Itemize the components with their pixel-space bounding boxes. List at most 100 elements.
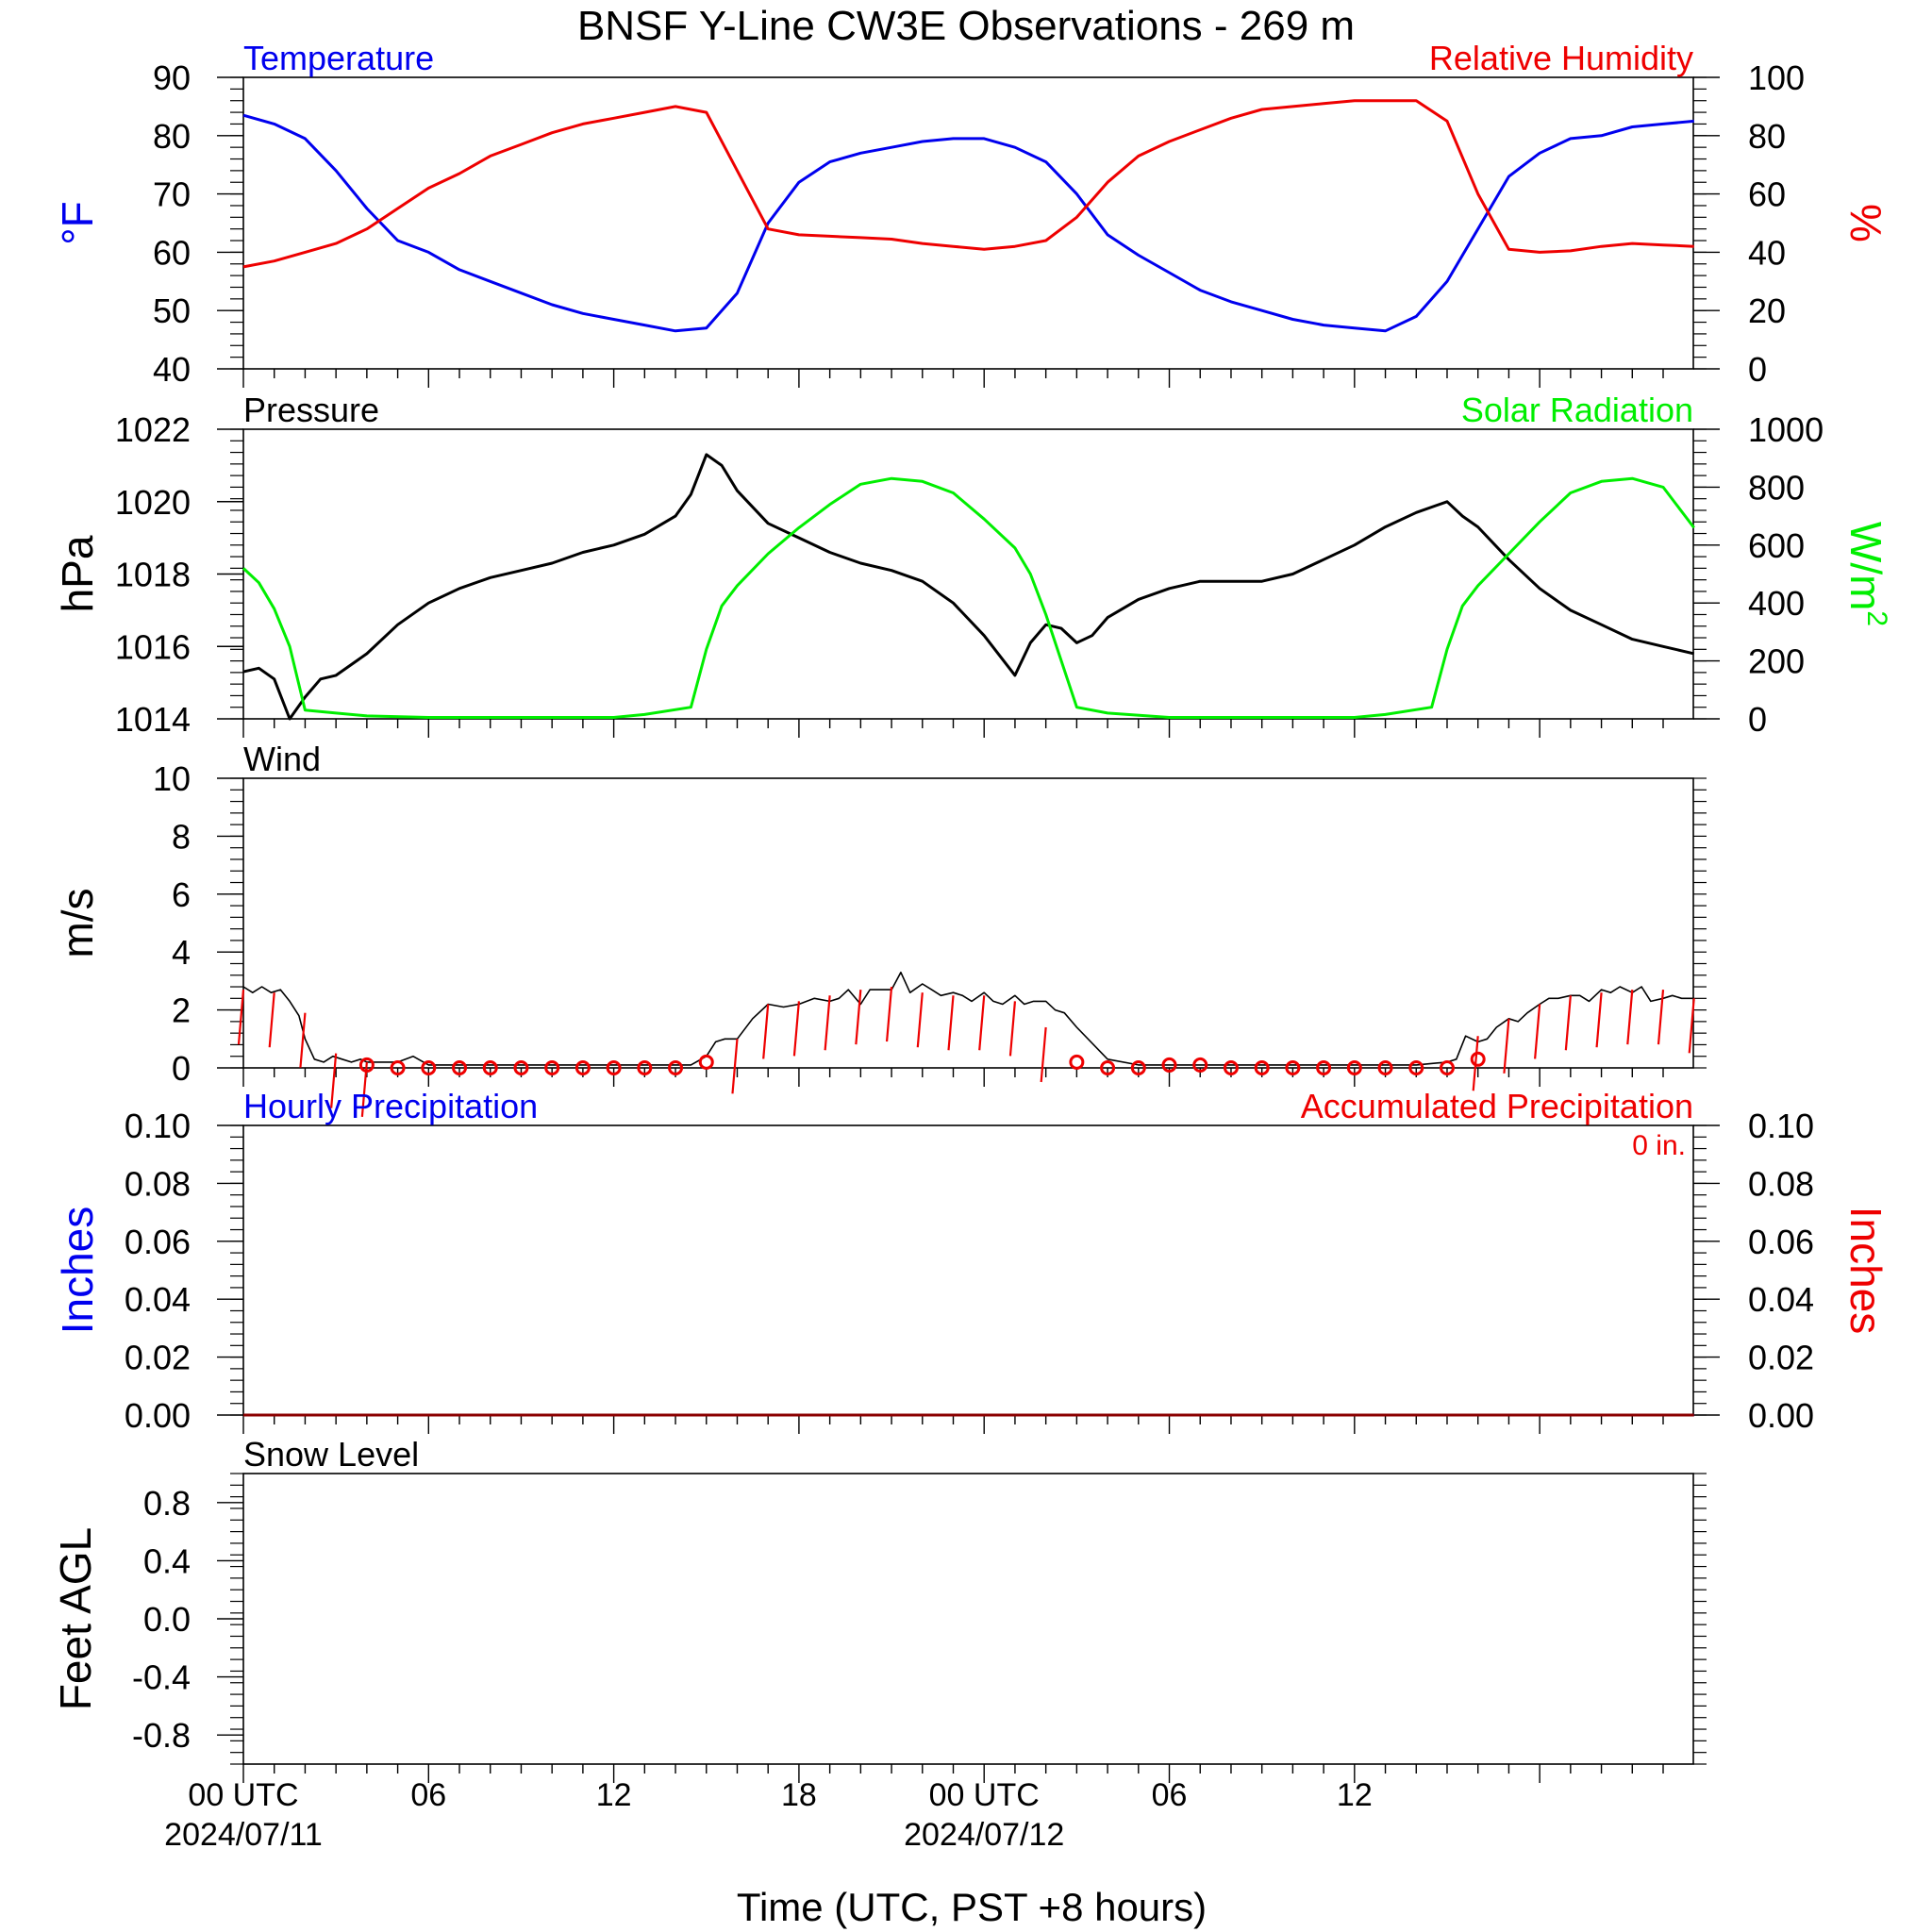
x-tick-label: 00 UTC xyxy=(929,1777,1040,1813)
x-tick-label: 06 xyxy=(1152,1777,1188,1813)
wind-calm-marker xyxy=(637,1060,653,1075)
y-left-tick-label: 0.04 xyxy=(125,1280,191,1319)
wind-calm-marker xyxy=(421,1060,437,1075)
wind-barb xyxy=(1688,998,1695,1054)
y-left-tick-label: 0.06 xyxy=(125,1223,191,1261)
y-right-tick-label: 0.00 xyxy=(1748,1396,1814,1435)
wind-barb xyxy=(237,990,245,1045)
y-right-tick-label: 0 xyxy=(1748,700,1767,739)
wind-calm-marker xyxy=(1254,1060,1270,1075)
y-right-tick-label: 1000 xyxy=(1748,410,1824,449)
y-left-tick-label: 4 xyxy=(172,933,191,972)
series-line-solar-radiation xyxy=(242,476,1695,719)
series-line-pressure xyxy=(242,453,1695,721)
y-left-tick-label: 90 xyxy=(153,58,191,97)
legend-relative-humidity: Relative Humidity xyxy=(1429,39,1693,77)
accumulated-precipitation-total: 0 in. xyxy=(1632,1130,1686,1161)
y-left-axis-label: Feet AGL xyxy=(51,1527,100,1710)
y-left-tick-label: 1022 xyxy=(115,410,191,449)
wind-barb xyxy=(1008,1001,1017,1057)
y-right-tick-label: 0.04 xyxy=(1748,1280,1814,1319)
y-left-tick-label: 2 xyxy=(172,991,191,1030)
y-right-tick-label: 80 xyxy=(1748,117,1786,156)
plot-frame xyxy=(242,1473,1694,1765)
wind-calm-marker xyxy=(1192,1057,1208,1073)
wind-barb xyxy=(1503,1018,1510,1074)
wind-barb xyxy=(360,1061,368,1117)
y-left-tick-label: 10 xyxy=(153,759,191,798)
wind-calm-marker xyxy=(668,1060,684,1075)
wind-calm-marker xyxy=(1100,1060,1116,1075)
wind-calm-marker xyxy=(1161,1057,1177,1073)
y-left-tick-label: 0.8 xyxy=(143,1484,191,1523)
wind-barb xyxy=(1534,1004,1541,1059)
y-right-tick-label: 0.06 xyxy=(1748,1223,1814,1261)
y-left-tick-label: 0.4 xyxy=(143,1541,191,1580)
wind-calm-marker xyxy=(1470,1051,1486,1067)
x-tick-label: 06 xyxy=(410,1777,446,1813)
y-left-axis-label: hPa xyxy=(53,535,102,612)
y-right-tick-label: 600 xyxy=(1748,526,1805,565)
wind-barb xyxy=(299,1012,307,1068)
y-left-axis-label: m/s xyxy=(53,888,102,958)
legend-snow-level: Snow Level xyxy=(243,1435,419,1474)
wind-calm-marker xyxy=(1408,1060,1424,1075)
y-left-tick-label: 0.10 xyxy=(125,1107,191,1145)
wind-calm-marker xyxy=(513,1060,529,1075)
wind-barb xyxy=(824,995,831,1051)
wind-calm-marker xyxy=(1439,1060,1455,1075)
legend-temperature: Temperature xyxy=(243,39,434,77)
y-left-tick-label: 1014 xyxy=(115,700,191,739)
y-left-axis-label: Inches xyxy=(53,1207,102,1335)
panel-precipitation: 0.00 0.02 0.04 0.06 0.08 0.10 Inches 0.00 0.02 0.… xyxy=(53,1087,1890,1435)
y-right-tick-label: 200 xyxy=(1748,642,1805,681)
y-right-tick-label: 0.08 xyxy=(1748,1164,1814,1203)
y-right-tick-label: 20 xyxy=(1748,291,1786,330)
plot-frame xyxy=(242,777,1694,1069)
y-left-tick-label: 0.08 xyxy=(125,1164,191,1203)
y-left-tick-label: 0.02 xyxy=(125,1339,191,1377)
y-right-tick-label: 0.10 xyxy=(1748,1107,1814,1145)
panel-temperature-humidity: 40 50 60 70 80 90 °F 0 20 40 60 80 100% Temperature Re… xyxy=(53,39,1890,389)
wind-calm-marker xyxy=(1069,1054,1085,1070)
x-tick-date-label: 2024/07/11 xyxy=(164,1817,323,1853)
series-line-wind xyxy=(242,971,1694,1066)
wind-calm-marker xyxy=(606,1060,622,1075)
y-left-tick-label: 0.00 xyxy=(125,1396,191,1435)
wind-barb xyxy=(947,995,955,1051)
chart-title: BNSF Y-Line CW3E Observations - 269 m xyxy=(577,3,1355,49)
wind-barb xyxy=(1564,995,1572,1051)
wind-calm-marker xyxy=(1223,1060,1239,1075)
wind-calm-marker xyxy=(1130,1060,1146,1075)
wind-barb xyxy=(1595,992,1603,1048)
wind-calm-marker xyxy=(1377,1060,1393,1075)
wind-calm-marker xyxy=(482,1060,498,1075)
y-left-tick-label: 1016 xyxy=(115,627,191,666)
wind-barb xyxy=(1472,1036,1479,1091)
wind-barb xyxy=(792,1001,801,1057)
y-right-axis-label-superscript: 2 xyxy=(1861,610,1892,626)
wind-barb xyxy=(731,1039,739,1094)
x-axis: 00 UTC 2024/07/11 06 12 18 00 UTC 2024/07/12 06… xyxy=(164,1777,1373,1853)
y-right-tick-label: 60 xyxy=(1748,175,1786,214)
plot-frame xyxy=(242,76,1694,370)
x-tick-date-label: 2024/07/12 xyxy=(904,1817,1064,1853)
wind-calm-marker xyxy=(1346,1060,1362,1075)
legend-pressure: Pressure xyxy=(243,391,379,429)
wind-barb xyxy=(978,995,986,1051)
x-axis-label: Time (UTC, PST +8 hours) xyxy=(737,1885,1207,1929)
y-left-tick-label: 0 xyxy=(172,1049,191,1088)
series-line-temperature xyxy=(242,113,1694,333)
wind-barb xyxy=(330,1053,338,1108)
y-left-tick-label: 1018 xyxy=(115,556,191,594)
wind-barb xyxy=(268,992,275,1048)
y-left-tick-label: -0.4 xyxy=(132,1658,191,1697)
wind-calm-marker xyxy=(575,1060,591,1075)
wind-barb xyxy=(1626,990,1634,1045)
legend-solar-radiation: Solar Radiation xyxy=(1461,391,1693,429)
wind-barb xyxy=(916,992,924,1048)
x-tick-label: 00 UTC xyxy=(188,1777,298,1813)
wind-calm-marker xyxy=(452,1060,468,1075)
panel-pressure-solar: 1014 1016 1018 1020 1022 hPa 0 200 400 600 800 1000… xyxy=(53,391,1892,739)
